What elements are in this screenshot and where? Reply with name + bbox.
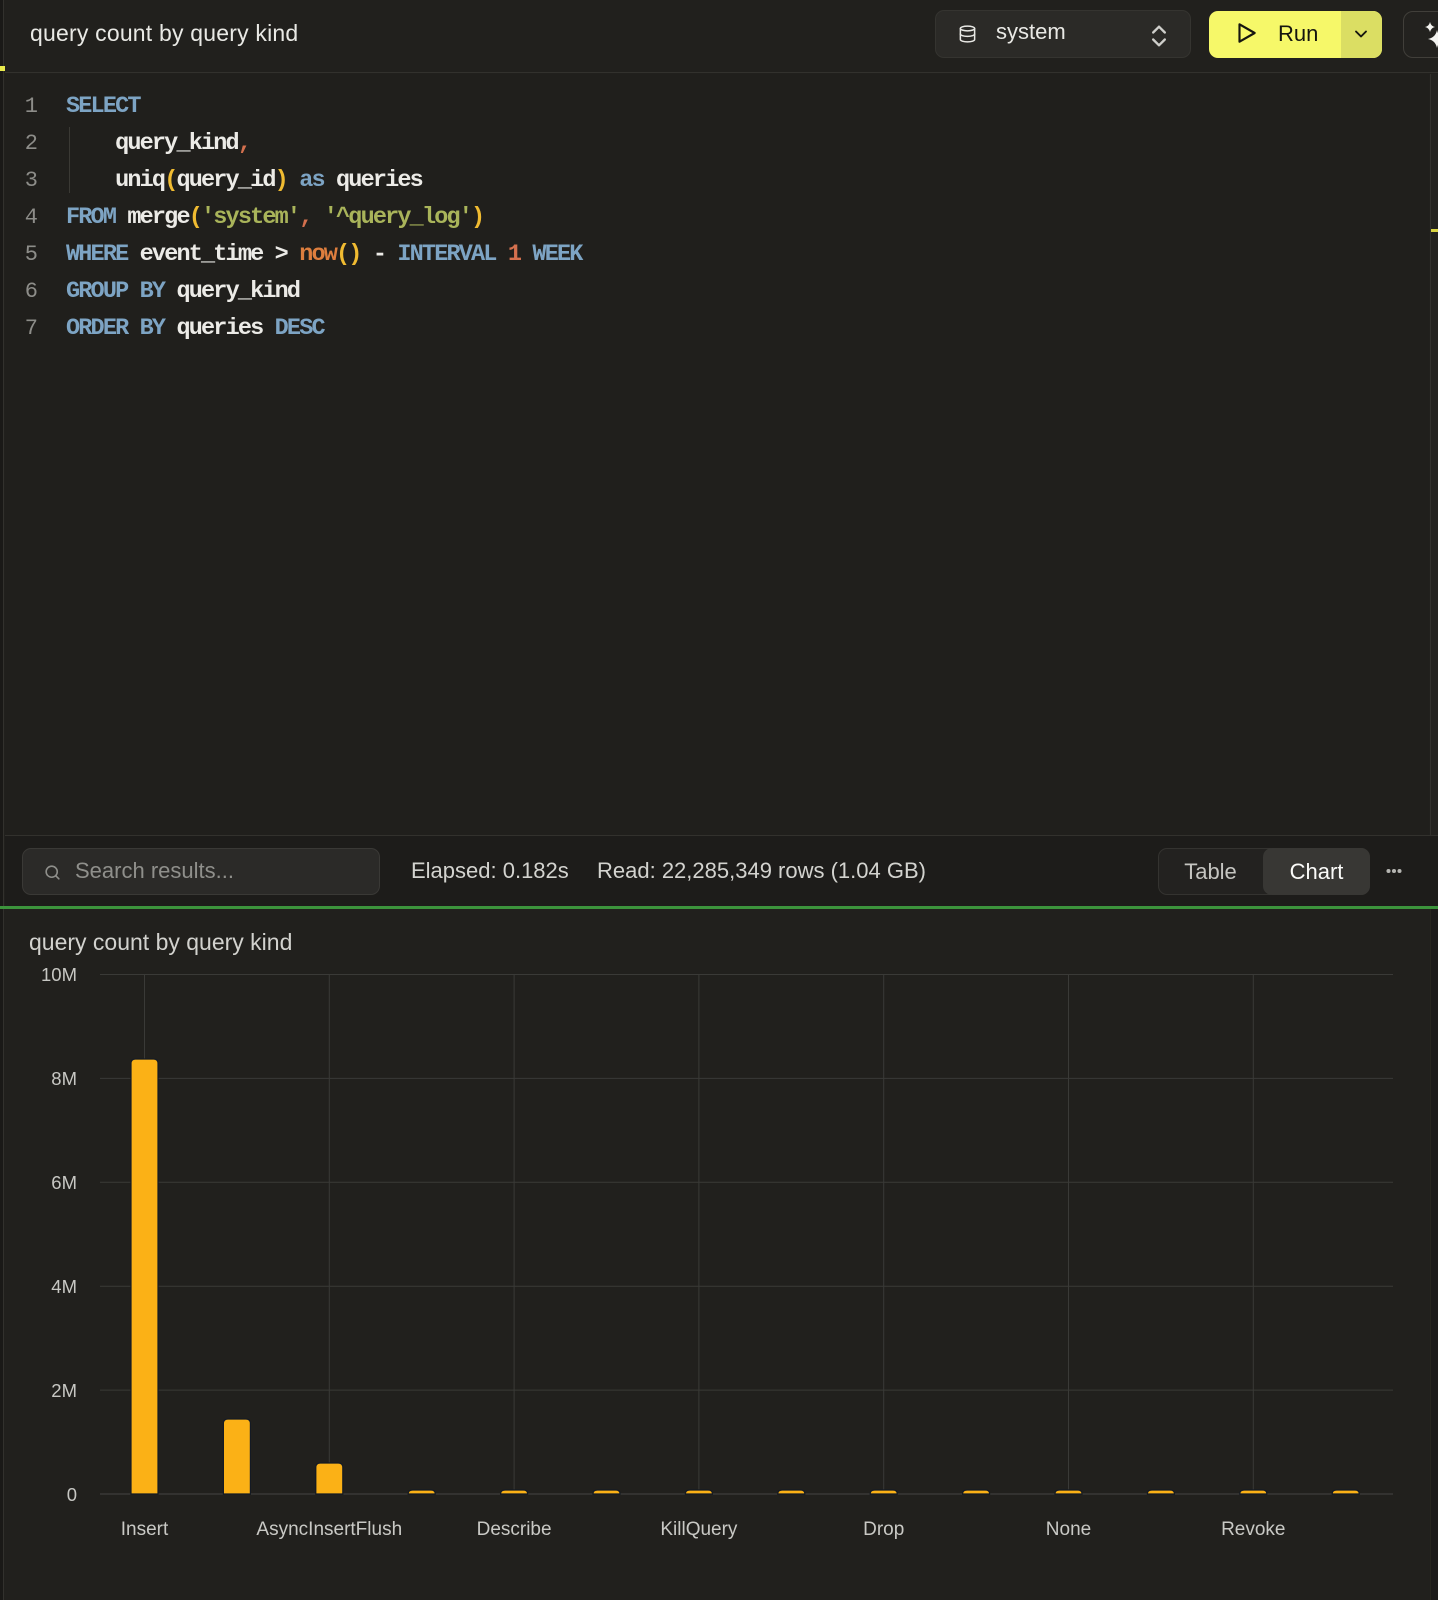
- svg-text:0: 0: [67, 1484, 77, 1505]
- svg-text:AsyncInsertFlush: AsyncInsertFlush: [256, 1519, 402, 1540]
- svg-text:6M: 6M: [51, 1172, 77, 1193]
- svg-text:None: None: [1046, 1519, 1091, 1540]
- svg-text:8M: 8M: [51, 1068, 77, 1089]
- svg-text:Revoke: Revoke: [1221, 1519, 1285, 1540]
- svg-text:KillQuery: KillQuery: [660, 1519, 738, 1540]
- svg-text:Describe: Describe: [477, 1519, 552, 1540]
- svg-text:10M: 10M: [41, 964, 77, 985]
- svg-text:Insert: Insert: [121, 1519, 169, 1540]
- svg-text:Drop: Drop: [863, 1519, 904, 1540]
- svg-text:2M: 2M: [51, 1380, 77, 1401]
- svg-text:4M: 4M: [51, 1276, 77, 1297]
